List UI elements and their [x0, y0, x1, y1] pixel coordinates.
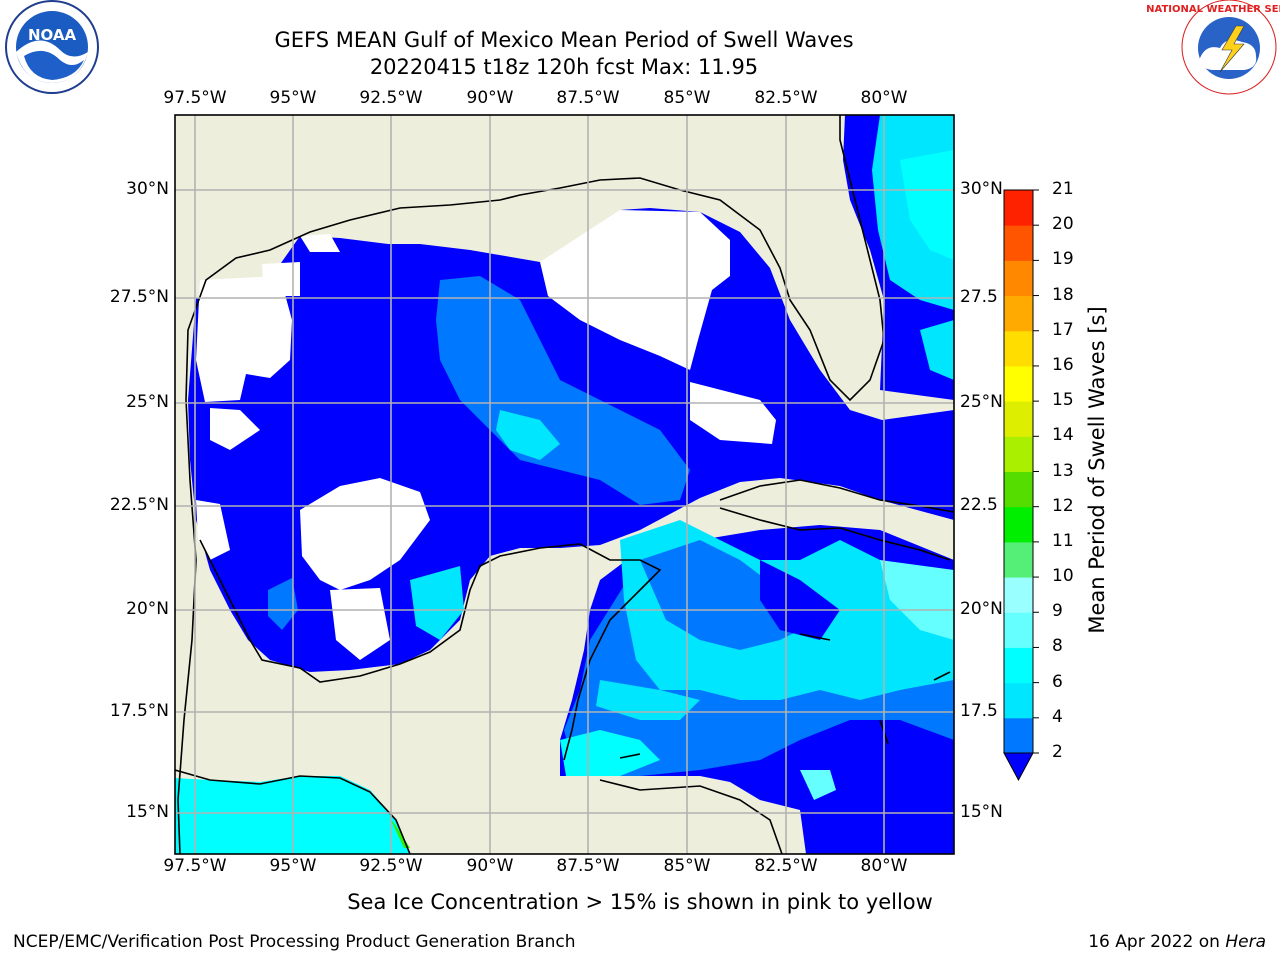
footer-credit: NCEP/EMC/Verification Post Processing Pr…	[13, 932, 576, 952]
colorbar-segment	[1004, 506, 1033, 543]
colorbar-level-label: 6	[1052, 671, 1063, 692]
colorbar	[1003, 189, 1039, 782]
lon-label-bottom: 92.5°W	[359, 856, 423, 876]
colorbar-segment	[1004, 190, 1033, 226]
noaa-logo: NOAA	[5, 0, 99, 94]
colorbar-segment	[1004, 682, 1033, 719]
lon-label-top: 95°W	[269, 88, 317, 108]
lat-label-left: 27.5°N	[109, 287, 169, 307]
map-frame	[174, 114, 955, 855]
svg-text:NOAA: NOAA	[28, 26, 77, 44]
chart-subtitle: 20220415 t18z 120h fcst Max: 11.95	[369, 55, 759, 79]
lon-label-top: 92.5°W	[359, 88, 423, 108]
colorbar-extend-triangle	[1003, 752, 1034, 782]
lat-label-left: 20°N	[126, 599, 169, 619]
chart-title: GEFS MEAN Gulf of Mexico Mean Period of …	[274, 28, 854, 52]
colorbar-level-label: 20	[1052, 214, 1074, 235]
lon-label-top: 82.5°W	[754, 88, 818, 108]
atlantic-swell-field	[843, 115, 954, 400]
lat-label-left: 22.5°N	[109, 495, 169, 515]
colorbar-level-label: 18	[1052, 284, 1074, 305]
colorbar-level-label: 8	[1052, 636, 1063, 657]
colorbar-level-label: 9	[1052, 601, 1063, 622]
colorbar-title: Mean Period of Swell Waves [s]	[1085, 306, 1109, 634]
lon-label-top: 90°W	[466, 88, 514, 108]
lon-label-bottom: 82.5°W	[754, 856, 818, 876]
colorbar-segment	[1004, 541, 1033, 578]
lon-label-bottom: 87.5°W	[556, 856, 620, 876]
colorbar-segment	[1004, 401, 1033, 437]
lat-label-left: 15°N	[126, 802, 169, 822]
lon-label-bottom: 97.5°W	[163, 856, 227, 876]
lat-label-left: 30°N	[126, 179, 169, 199]
footer-date: 16 Apr 2022 on	[1088, 932, 1226, 952]
footer-machine: Hera	[1225, 932, 1266, 952]
colorbar-level-label: 21	[1052, 179, 1074, 199]
colorbar-level-label: 13	[1052, 460, 1074, 481]
colorbar-level-label: 15	[1052, 390, 1074, 411]
lon-label-bottom: 80°W	[860, 856, 908, 876]
lat-label-right: 30°N	[960, 179, 1003, 199]
colorbar-level-label: 19	[1052, 249, 1074, 270]
lon-label-top: 80°W	[860, 88, 908, 108]
svg-text:NATIONAL WEATHER SERVICE: NATIONAL WEATHER SERVICE	[1146, 4, 1280, 15]
lon-label-bottom: 95°W	[269, 856, 317, 876]
colorbar-segment	[1004, 577, 1033, 613]
colorbar-level-label: 14	[1052, 425, 1074, 446]
colorbar-level-label: 2	[1052, 742, 1063, 762]
lat-label-left: 25°N	[126, 392, 169, 412]
lon-label-top: 97.5°W	[163, 88, 227, 108]
colorbar-level-label: 11	[1052, 530, 1074, 551]
colorbar-level-label: 4	[1052, 706, 1063, 727]
lat-label-right: 22.5	[960, 495, 998, 515]
colorbar-segment	[1004, 295, 1033, 332]
colorbar-segment	[1004, 717, 1033, 754]
colorbar-segment	[1004, 225, 1033, 261]
nws-logo: NATIONAL WEATHER SERVICE	[1146, 0, 1280, 95]
colorbar-level-label: 12	[1052, 495, 1074, 516]
map-area	[175, 115, 954, 854]
colorbar-level-label: 16	[1052, 354, 1074, 375]
footer-timestamp: 16 Apr 2022 on Hera	[1088, 932, 1266, 952]
lon-label-bottom: 90°W	[466, 856, 514, 876]
lon-label-bottom: 85°W	[663, 856, 711, 876]
colorbar-segment	[1004, 436, 1033, 472]
colorbar-level-label: 10	[1052, 566, 1074, 587]
colorbar-segment	[1004, 471, 1033, 508]
lat-label-right: 15°N	[960, 802, 1003, 822]
lat-label-right: 25°N	[960, 392, 1003, 412]
lon-label-top: 87.5°W	[556, 88, 620, 108]
colorbar-segment	[1004, 647, 1033, 684]
lat-label-right: 17.5	[960, 701, 998, 721]
colorbar-segment	[1004, 365, 1033, 402]
colorbar-level-label: 17	[1052, 319, 1074, 340]
colorbar-segment	[1004, 612, 1033, 648]
colorbar-segment	[1004, 260, 1033, 297]
lat-label-right: 20°N	[960, 599, 1003, 619]
colorbar-segment	[1004, 330, 1033, 367]
lon-label-top: 85°W	[663, 88, 711, 108]
map-grid	[175, 115, 954, 854]
lat-label-right: 27.5	[960, 287, 998, 307]
sea-ice-note: Sea Ice Concentration > 15% is shown in …	[347, 890, 933, 914]
lat-label-left: 17.5°N	[109, 701, 169, 721]
